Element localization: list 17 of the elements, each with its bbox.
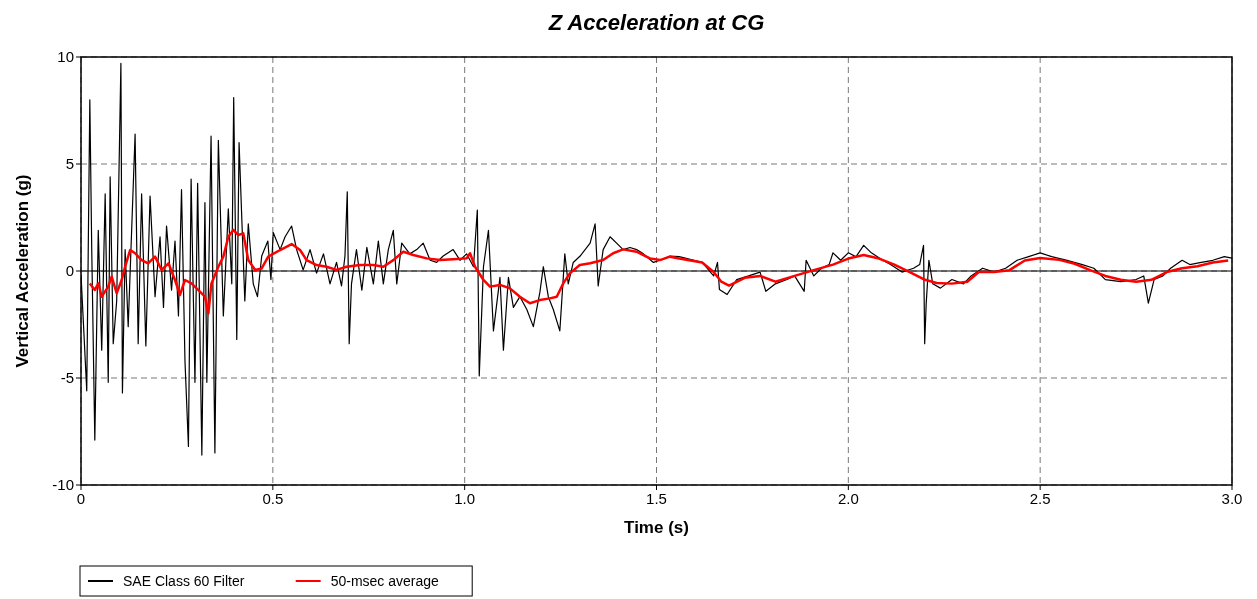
y-tick-label: -10 — [52, 476, 74, 493]
legend-label: 50-msec average — [330, 573, 440, 589]
x-tick-label: 1.5 — [646, 490, 667, 507]
x-axis-title: Time (s) — [624, 518, 689, 537]
y-tick-label: 5 — [65, 155, 74, 172]
y-axis-title: Vertical Acceleration (g) — [13, 174, 32, 368]
x-tick-label: 3.0 — [1221, 490, 1243, 507]
y-tick-label: 0 — [65, 262, 74, 279]
y-tick-label: -5 — [60, 369, 74, 386]
chart-title: Z Acceleration at CG — [547, 10, 765, 35]
x-tick-label: 0.5 — [262, 490, 284, 507]
legend-label: SAE Class 60 Filter — [123, 573, 245, 589]
x-tick-label: 1.0 — [454, 490, 476, 507]
x-tick-label: 0 — [76, 490, 86, 507]
x-tick-label: 2.0 — [837, 490, 859, 507]
x-tick-label: 2.5 — [1029, 490, 1051, 507]
y-tick-label: 10 — [57, 48, 74, 65]
